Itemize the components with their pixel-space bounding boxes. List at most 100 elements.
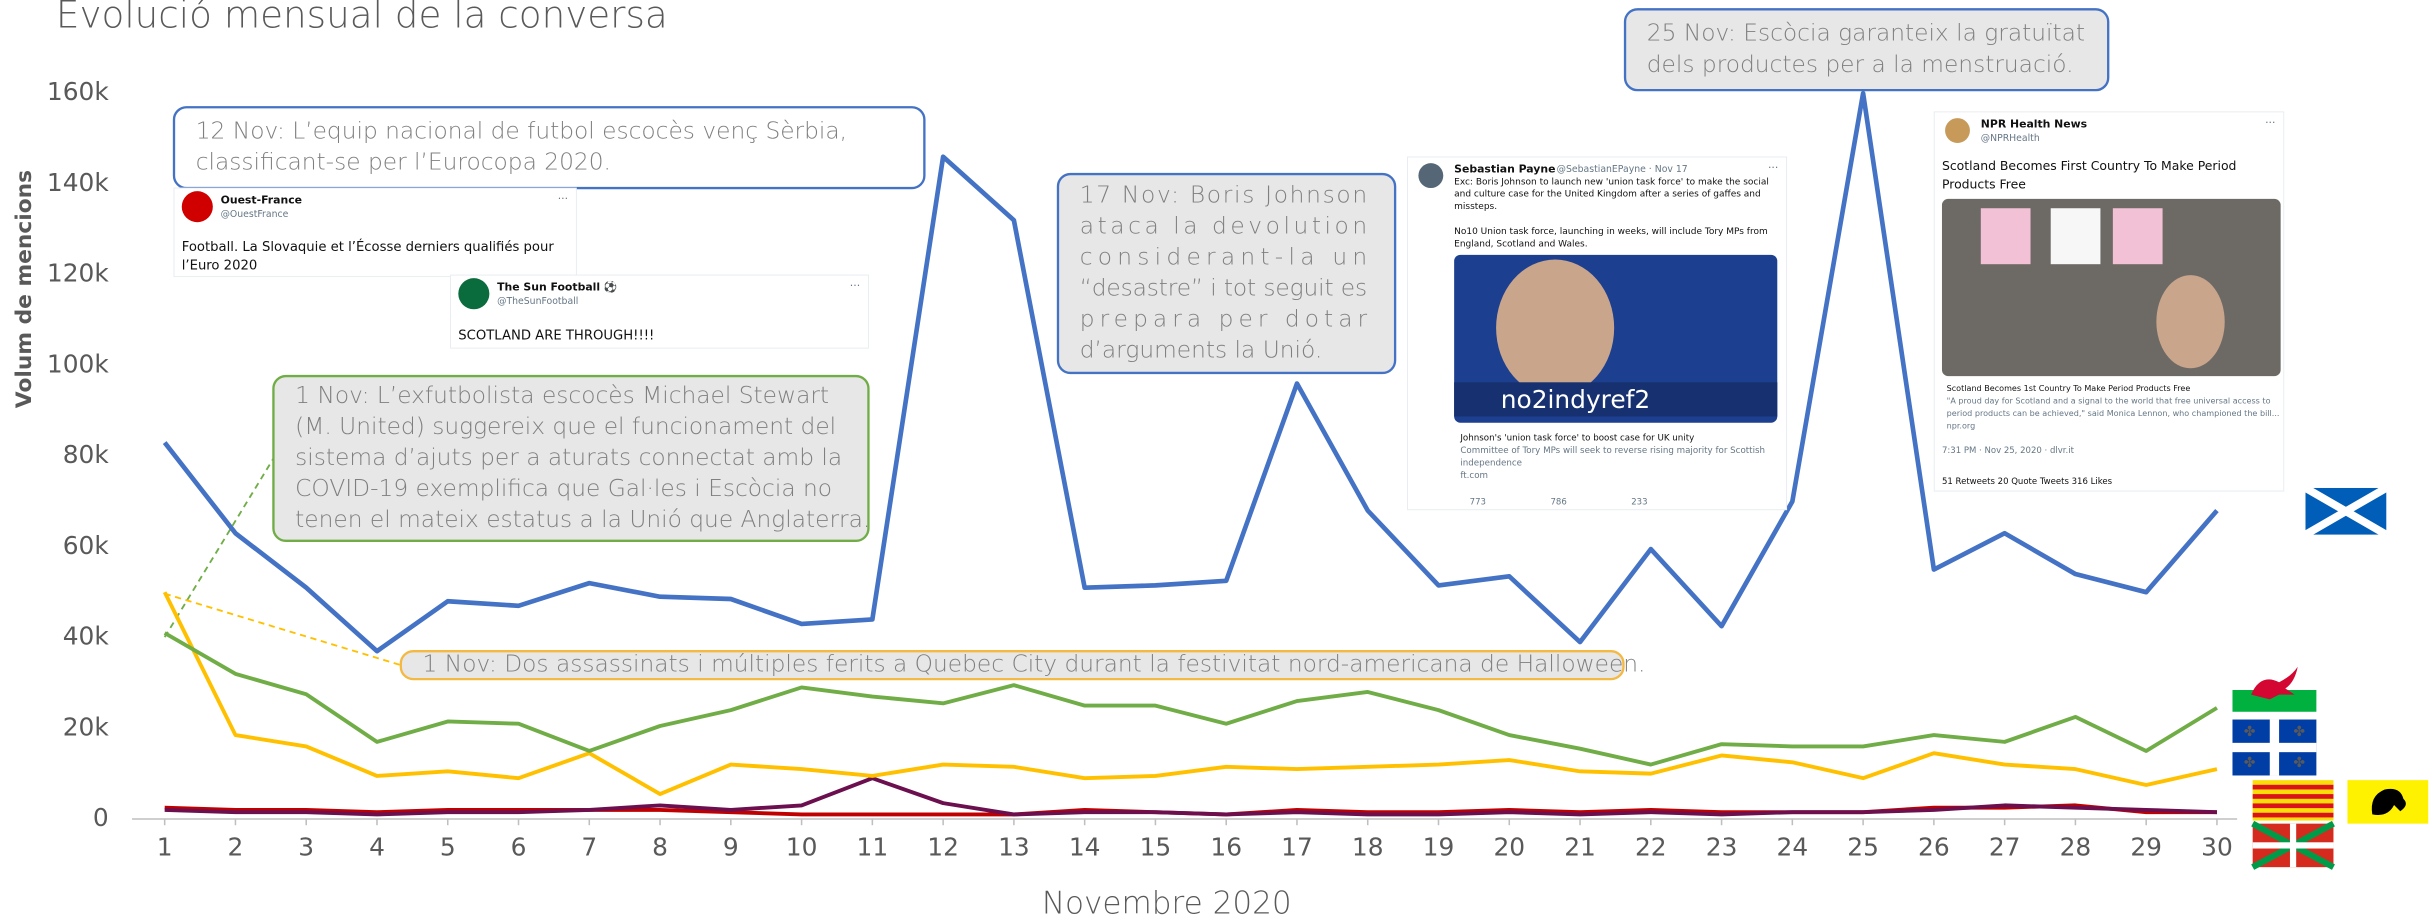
tweet-card: Ouest-France @OuestFrance ··· Football. La … xyxy=(173,187,577,278)
x-tick-label: 20 xyxy=(1493,833,1525,862)
tweet-text: Products Free xyxy=(1942,176,2026,191)
tweet-menu: ··· xyxy=(2265,116,2275,129)
tweet-author: Sebastian Payne xyxy=(1454,162,1555,175)
tweet-author: NPR Health News xyxy=(1981,117,2087,130)
x-tick-label: 23 xyxy=(1706,833,1738,862)
flag-wales xyxy=(2232,666,2317,712)
annotation-text: 25 Nov: Escòcia garanteix la gratuïtat xyxy=(1647,20,2085,47)
tweet-image-text: no2indyref2 xyxy=(1501,385,1650,414)
annotation-text: (M. United) suggereix que el funcionamen… xyxy=(295,413,836,440)
x-tick-label: 22 xyxy=(1635,833,1667,862)
x-tick-label: 6 xyxy=(511,833,527,862)
tweet-card-text: Johnson's 'union task force' to boost ca… xyxy=(1459,434,1694,444)
flag-flanders xyxy=(2347,780,2429,824)
annotation-text: COVID-19 exemplifica que Gal·les i Escòc… xyxy=(295,475,832,502)
x-tick-label: 11 xyxy=(857,833,889,862)
annotation-box xyxy=(1056,172,1397,375)
series-line xyxy=(164,776,2218,817)
tweet-handle: @SebastianEPayne · Nov 17 xyxy=(1557,164,1688,175)
tweet-author: Ouest-France xyxy=(221,193,302,206)
x-tick-label: 29 xyxy=(2130,833,2162,862)
connector xyxy=(164,592,402,667)
tweet-card: The Sun Football ⚽ @TheSunFootball ··· SCOT… xyxy=(450,274,869,349)
avatar xyxy=(458,278,490,310)
tweet-text: and culture case for the United Kingdom … xyxy=(1454,190,1761,200)
annotation-text: prepara per dotar xyxy=(1080,306,1368,333)
y-axis-label: Volum de mencions xyxy=(12,170,37,408)
tweet-image-sign xyxy=(2050,208,2101,265)
connector xyxy=(163,457,275,638)
flag-quebec: ✤ ✤ ✤ ✤ xyxy=(2232,719,2317,776)
tweet-image-figure xyxy=(1496,259,1615,397)
svg-text:✤: ✤ xyxy=(2244,755,2256,771)
tweet-stat: 786 xyxy=(1550,497,1566,507)
x-tick-label: 18 xyxy=(1352,833,1384,862)
tweet-text: Football. La Slovaquie et l’Écosse derni… xyxy=(182,238,555,255)
annotation-text: 1 Nov: L’exfutbolista escocès Michael St… xyxy=(295,382,829,409)
x-tick-label: 15 xyxy=(1140,833,1172,862)
x-tick-label: 12 xyxy=(927,833,959,862)
flag-catalonia xyxy=(2252,780,2334,821)
annotation-text: sistema d’ajuts per a aturats connectat … xyxy=(295,444,842,471)
tweet-text: missteps. xyxy=(1454,202,1497,212)
tweet-bg xyxy=(173,187,577,278)
tweet-card-text: ft.com xyxy=(1460,471,1488,481)
tweet-menu: ··· xyxy=(558,192,568,205)
tweet-handle: @OuestFrance xyxy=(221,209,289,220)
x-tick-label: 4 xyxy=(369,833,385,862)
y-tick-label: 60k xyxy=(63,531,110,560)
x-tick-label: 26 xyxy=(1918,833,1950,862)
flag-basque xyxy=(2251,820,2335,870)
tweet-text: No10 Union task force, launching in week… xyxy=(1454,227,1768,237)
x-tick-label: 25 xyxy=(1847,833,1879,862)
series-line xyxy=(162,90,2219,654)
annotation-text: “desastre” i tot seguit es xyxy=(1080,275,1367,302)
annotation-box xyxy=(399,649,1625,681)
tweet-image-sign xyxy=(1980,208,2031,265)
annotation-text: considerant-la un xyxy=(1080,243,1367,270)
tweet-card: NPR Health News @NPRHealth ··· Scotland Bec… xyxy=(1933,111,2285,492)
tweet-text: England, Scotland and Wales. xyxy=(1454,239,1587,249)
x-tick-label: 30 xyxy=(2201,833,2233,862)
x-tick-label: 9 xyxy=(723,833,739,862)
tweet-card-text: Committee of Tory MPs will seek to rever… xyxy=(1460,446,1765,456)
tweet-text: l’Euro 2020 xyxy=(182,259,257,274)
x-tick-label: 16 xyxy=(1210,833,1242,862)
x-tick-label: 5 xyxy=(440,833,456,862)
x-tick-label: 10 xyxy=(786,833,818,862)
tweet-handle: @TheSunFootball xyxy=(497,296,578,307)
chart-title: Evolució mensual de la conversa xyxy=(56,0,668,37)
x-tick-label: 21 xyxy=(1564,833,1596,862)
annotation-box xyxy=(1623,8,2110,92)
tweet-image-figure xyxy=(2156,275,2225,369)
tweet-text: SCOTLAND ARE THROUGH!!!! xyxy=(458,329,654,344)
tweet-menu: ··· xyxy=(850,279,860,292)
svg-text:✤: ✤ xyxy=(2293,755,2305,771)
x-axis-label: Novembre 2020 xyxy=(1042,885,1292,920)
annotation-box xyxy=(272,374,870,542)
tweet-image-band xyxy=(1454,382,1778,417)
tweet-card-text: "A proud day for Scotland and a signal t… xyxy=(1947,396,2271,405)
annotation-text: 17 Nov: Boris Johnson xyxy=(1080,181,1367,208)
x-tick-label: 3 xyxy=(298,833,314,862)
x-tick-label: 1 xyxy=(157,833,173,862)
tweet-card-text: npr.org xyxy=(1947,421,1976,430)
annotation-text: 1 Nov: Dos assassinats i múltiples ferit… xyxy=(423,651,1646,678)
tweet-author: The Sun Football ⚽ xyxy=(497,280,617,293)
x-tick-label: 14 xyxy=(1069,833,1101,862)
avatar xyxy=(181,191,213,223)
tweet-stat: 233 xyxy=(1631,497,1647,507)
tweet-bg xyxy=(450,274,869,349)
tweet-card-text: period products can be achieved," said M… xyxy=(1947,409,2280,418)
tweet-text: Scotland Becomes First Country To Make P… xyxy=(1942,158,2236,173)
y-tick-label: 100k xyxy=(47,349,109,378)
x-tick-label: 27 xyxy=(1989,833,2021,862)
series-line xyxy=(163,631,2218,767)
y-tick-label: 160k xyxy=(47,77,109,106)
x-tick-label: 19 xyxy=(1423,833,1455,862)
annotation-text: ataca la devolution xyxy=(1080,212,1367,239)
annotation-text: classificant-se per l’Eurocopa 2020. xyxy=(196,149,611,176)
y-tick-label: 20k xyxy=(63,712,110,741)
series-line xyxy=(162,591,2218,796)
